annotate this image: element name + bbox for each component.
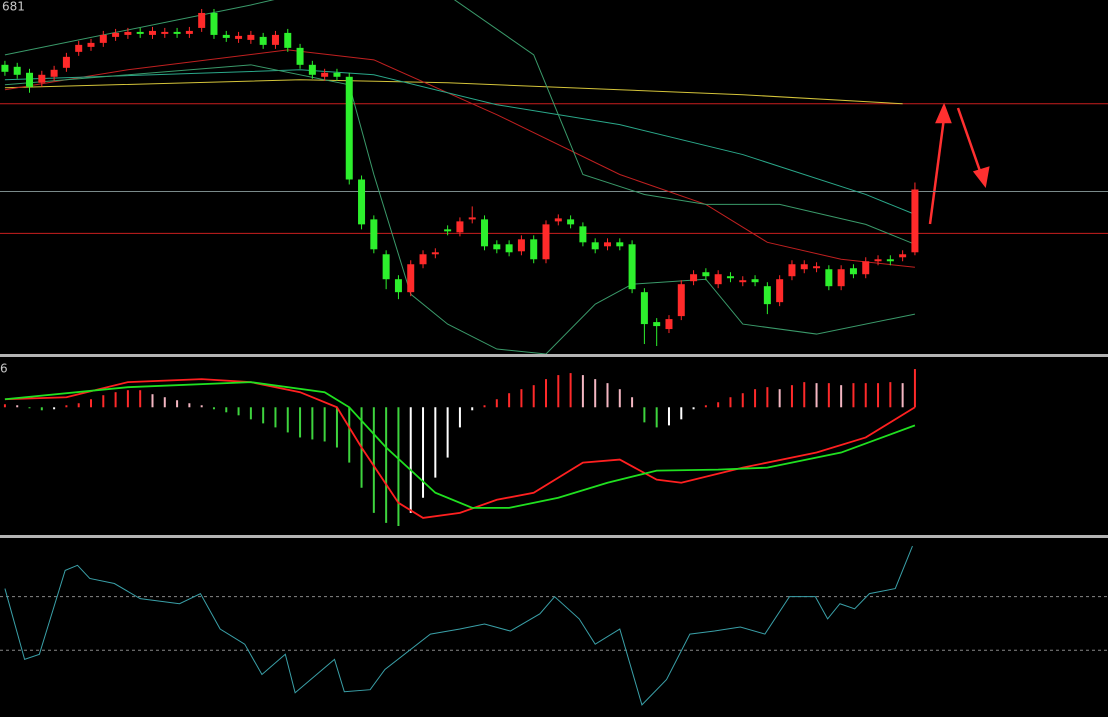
arrow-down <box>956 107 983 175</box>
candle-body <box>751 279 759 283</box>
candle-body <box>185 30 193 34</box>
candle-body <box>296 47 304 65</box>
candle-body <box>579 226 587 243</box>
candle-body <box>653 322 661 327</box>
panel-label: 681 <box>2 0 25 14</box>
indicator-line <box>4 0 916 245</box>
candle-body <box>788 264 796 277</box>
candle-body <box>235 35 243 39</box>
candle-body <box>210 12 218 35</box>
candle-body <box>358 179 366 225</box>
candle-body <box>862 261 870 275</box>
candle-body <box>640 292 648 325</box>
candle-body <box>763 286 771 305</box>
candle-body <box>456 221 464 233</box>
candle-body <box>837 269 845 287</box>
candle-body <box>148 30 156 35</box>
panel-separator <box>0 535 1108 538</box>
candle-body <box>874 259 882 262</box>
candle-body <box>407 264 415 293</box>
candle-body <box>222 34 230 38</box>
candle-body <box>13 66 21 75</box>
candle-body <box>739 280 747 283</box>
panel-separator <box>0 354 1108 357</box>
panel <box>3 369 916 526</box>
candle-body <box>677 284 685 317</box>
candle-body <box>493 244 501 250</box>
candle-body <box>554 218 562 222</box>
candle-body <box>308 64 316 75</box>
candle-body <box>567 219 575 225</box>
candle-body <box>591 242 599 250</box>
candle-body <box>75 44 83 52</box>
candle-body <box>517 239 525 252</box>
candle-body <box>112 32 120 37</box>
candle-body <box>530 239 538 260</box>
candle-body <box>99 34 107 43</box>
candle-body <box>345 76 353 180</box>
candle-body <box>87 42 95 47</box>
candle-body <box>38 74 46 83</box>
candle-body <box>271 34 279 45</box>
candle-body <box>247 34 255 40</box>
candle-body <box>542 224 550 260</box>
candle-body <box>481 219 489 247</box>
candle-body <box>370 219 378 250</box>
candle-body <box>382 254 390 280</box>
arrow-up <box>928 117 946 225</box>
candle-body <box>886 259 894 262</box>
panel <box>0 545 1108 706</box>
arrow-head <box>972 166 990 189</box>
candle-body <box>849 268 857 275</box>
candle-body <box>173 31 181 34</box>
candle-body <box>444 229 452 232</box>
candle-body <box>628 244 636 290</box>
candle-body <box>665 319 673 330</box>
candle-body <box>800 264 808 270</box>
indicator-line <box>4 381 916 509</box>
annotation-arrows <box>928 102 990 225</box>
indicator-line <box>4 49 915 268</box>
indicator-line <box>4 378 916 519</box>
candle-body <box>690 274 698 282</box>
indicator-line <box>4 64 916 354</box>
candle-body <box>284 32 292 48</box>
panel-label: 6 <box>0 362 8 376</box>
candle-body <box>50 69 58 77</box>
panel <box>0 0 1108 354</box>
candle-body <box>1 64 9 72</box>
candle-body <box>136 31 144 34</box>
candle-body <box>321 72 329 77</box>
candle-body <box>333 72 341 77</box>
candle-body <box>26 72 34 87</box>
candle-body <box>62 56 70 68</box>
candle-body <box>161 31 169 34</box>
candle-body <box>776 279 784 303</box>
candle-body <box>394 279 402 293</box>
candle-body <box>726 276 734 279</box>
candle-body <box>468 217 476 220</box>
candle-body <box>813 266 821 269</box>
candle-body <box>714 274 722 285</box>
candle-body <box>616 242 624 247</box>
candle-body <box>198 12 206 28</box>
candle-body <box>899 254 907 258</box>
candle-body <box>124 31 132 35</box>
candle-body <box>702 272 710 277</box>
candle-body <box>911 189 919 253</box>
indicator-line <box>4 545 913 706</box>
candle-body <box>603 242 611 247</box>
indicator-line <box>4 79 903 105</box>
arrow-head <box>935 102 952 124</box>
candle-body <box>825 269 833 287</box>
candle-body <box>431 252 439 255</box>
candle-body <box>419 254 427 265</box>
candle-body <box>259 36 267 45</box>
candle-body <box>505 244 513 253</box>
